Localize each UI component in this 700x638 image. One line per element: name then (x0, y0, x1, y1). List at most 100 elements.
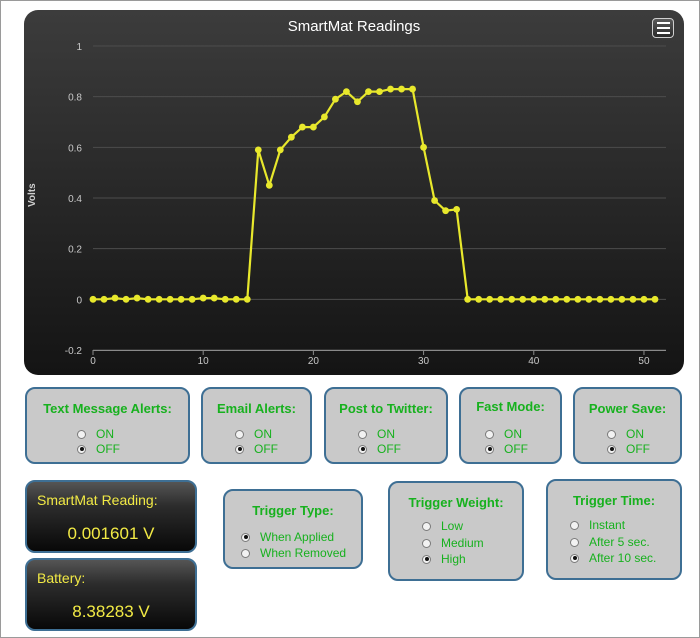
series-line (93, 87, 655, 301)
data-point (155, 295, 163, 303)
text-message-alerts-on-option[interactable]: ON (77, 427, 114, 441)
trigger-time-title: Trigger Time: (572, 493, 656, 508)
data-point (409, 85, 416, 93)
trigger-type-when-applied-option[interactable]: When Applied (241, 530, 334, 544)
data-point (585, 295, 593, 303)
fast-mode-on-option[interactable]: ON (485, 427, 522, 441)
y-tick-label: 0.6 (68, 143, 82, 154)
data-point (618, 295, 626, 303)
power-save-off-option[interactable]: OFF (607, 442, 650, 456)
data-point (254, 146, 262, 154)
battery-value: 8.38283 V (72, 602, 150, 621)
trigger-weight-high-option[interactable]: High (422, 552, 466, 566)
data-point (574, 295, 582, 303)
post-to-twitter-panel: Post to Twitter: ON OFF (324, 387, 448, 464)
data-point (89, 295, 97, 303)
data-point (640, 295, 648, 303)
data-point (309, 123, 317, 131)
data-point (111, 294, 119, 302)
data-point (122, 295, 130, 303)
x-tick-label: 10 (198, 356, 210, 367)
radio-icon[interactable] (570, 537, 579, 547)
radio-icon[interactable] (570, 520, 579, 530)
post-to-twitter-title: Post to Twitter: (339, 401, 433, 416)
trigger-weight-panel: Trigger Weight: Low Medium High (388, 481, 524, 581)
radio-icon[interactable] (241, 548, 250, 558)
fast-mode-title: Fast Mode: (476, 399, 545, 414)
data-point (166, 295, 174, 303)
power-save-on-option[interactable]: ON (607, 427, 644, 441)
post-to-twitter-off-option[interactable]: OFF (358, 442, 401, 456)
radio-selected-icon[interactable] (570, 553, 579, 563)
x-tick-label: 40 (528, 356, 540, 367)
x-tick-label: 20 (308, 356, 320, 367)
data-point (552, 295, 560, 303)
fast-mode-off-option[interactable]: OFF (485, 442, 528, 456)
y-tick-label: -0.2 (65, 346, 83, 357)
data-point (332, 95, 339, 103)
data-point (376, 88, 383, 95)
email-alerts-off-option[interactable]: OFF (235, 442, 278, 456)
data-point (298, 123, 306, 131)
battery-label: Battery: (37, 570, 86, 586)
fast-mode-panel: Fast Mode: ON OFF (459, 387, 562, 464)
data-point (629, 295, 637, 303)
trigger-time-instant-option[interactable]: Instant (570, 518, 625, 532)
y-tick-label: 0 (76, 295, 82, 306)
radio-selected-icon[interactable] (77, 444, 86, 454)
text-message-alerts-title: Text Message Alerts: (43, 401, 172, 416)
text-message-alerts-off-option[interactable]: OFF (77, 442, 120, 456)
y-tick-label: 0.8 (68, 93, 82, 104)
data-point (541, 295, 549, 303)
post-to-twitter-on-option[interactable]: ON (358, 427, 395, 441)
trigger-weight-medium-option[interactable]: Medium (422, 536, 484, 550)
data-point (188, 295, 196, 303)
x-tick-label: 30 (418, 356, 430, 367)
radio-icon[interactable] (422, 521, 431, 531)
hamburger-menu-icon[interactable] (652, 18, 674, 38)
data-point (442, 207, 450, 215)
data-point (199, 294, 207, 302)
data-point (232, 295, 240, 303)
radio-icon[interactable] (235, 429, 244, 439)
radio-selected-icon[interactable] (241, 532, 250, 542)
trigger-type-when-removed-option[interactable]: When Removed (241, 546, 346, 560)
trigger-type-title: Trigger Type: (252, 503, 334, 518)
radio-selected-icon[interactable] (607, 444, 616, 454)
radio-icon[interactable] (77, 429, 86, 439)
data-point (287, 133, 295, 141)
trigger-time-after-10-option[interactable]: After 10 sec. (570, 551, 656, 565)
data-point (354, 98, 361, 106)
data-point (651, 295, 659, 303)
radio-icon[interactable] (358, 429, 367, 439)
battery-display: Battery: 8.38283 V (25, 558, 197, 631)
y-tick-label: 1 (76, 42, 82, 53)
radio-icon[interactable] (422, 538, 431, 548)
data-point (221, 295, 229, 303)
radio-icon[interactable] (607, 429, 616, 439)
text-message-alerts-panel: Text Message Alerts: ON OFF (25, 387, 190, 464)
chart-plot-area: -0.200.20.40.60.810 10 20 30 40 50 (65, 42, 666, 367)
data-point (276, 146, 284, 154)
email-alerts-title: Email Alerts: (217, 401, 296, 416)
chart-title: SmartMat Readings (287, 18, 421, 35)
data-point (508, 295, 516, 303)
radio-selected-icon[interactable] (485, 444, 494, 454)
email-alerts-on-option[interactable]: ON (235, 427, 272, 441)
data-point (486, 295, 494, 303)
radio-selected-icon[interactable] (235, 444, 244, 454)
power-save-panel: Power Save: ON OFF (573, 387, 682, 464)
radio-icon[interactable] (485, 429, 494, 439)
data-point (100, 295, 108, 303)
data-point (596, 295, 604, 303)
data-point (519, 295, 527, 303)
smartmat-reading-value: 0.001601 V (67, 524, 155, 543)
data-point (475, 295, 483, 303)
radio-selected-icon[interactable] (358, 444, 367, 454)
radio-selected-icon[interactable] (422, 554, 431, 564)
data-point (453, 206, 461, 213)
trigger-weight-low-option[interactable]: Low (422, 519, 463, 533)
trigger-time-after-5-option[interactable]: After 5 sec. (570, 535, 650, 549)
data-point (464, 295, 472, 303)
readings-chart: SmartMat Readings Volts -0.2 0 0.2 0.4 0.6 0.… (24, 10, 684, 375)
